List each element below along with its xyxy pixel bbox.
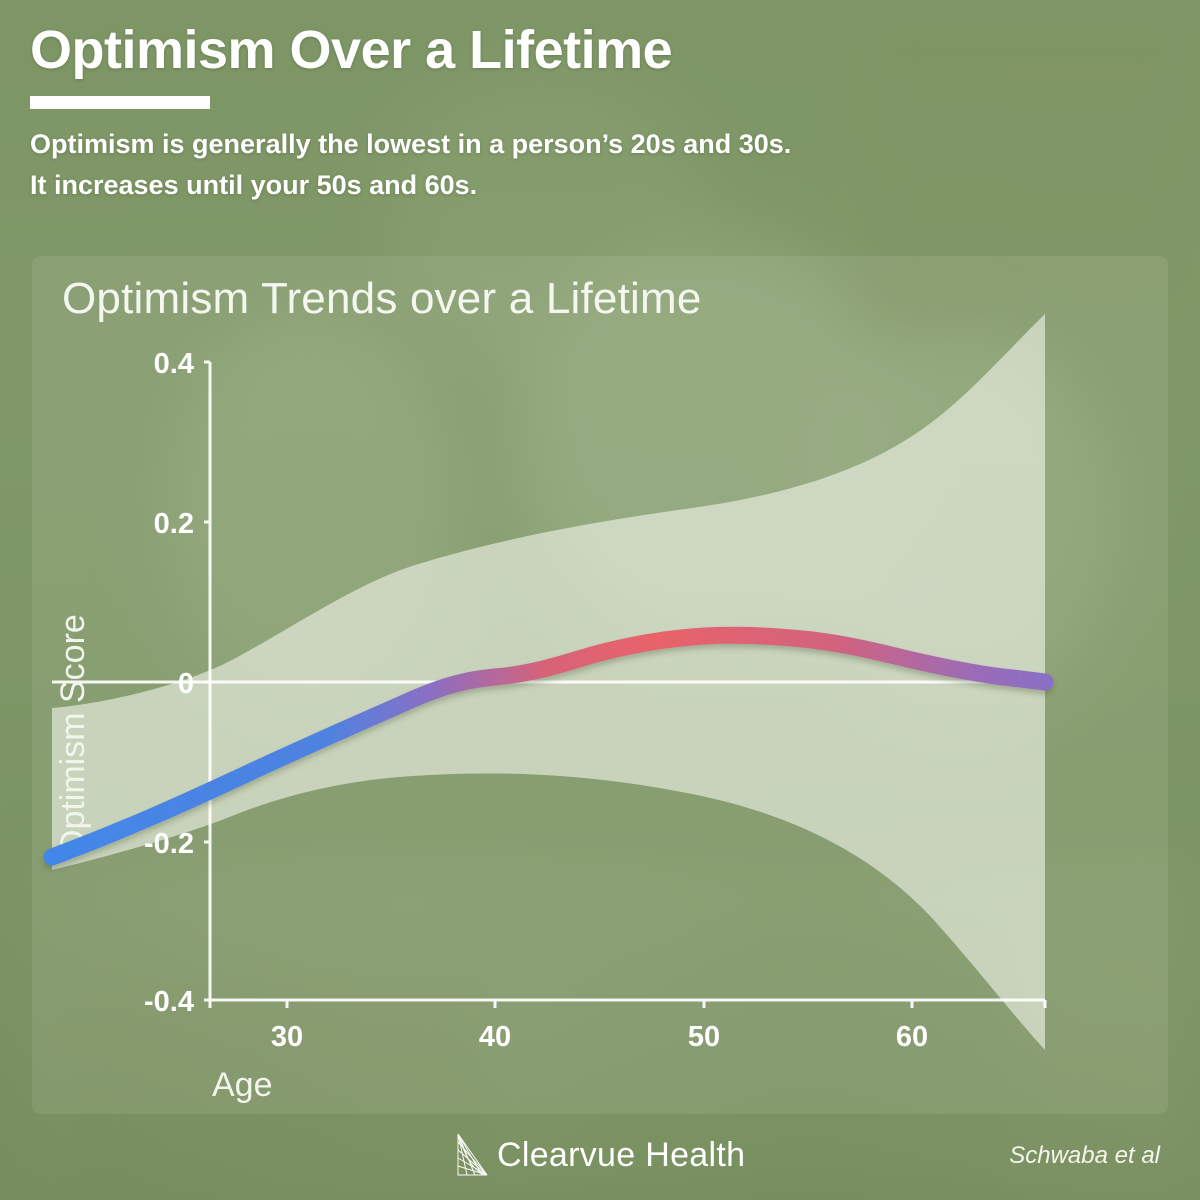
x-axis-title: Age [212, 1066, 273, 1104]
y-tick-label: 0 [178, 668, 194, 700]
y-tick-label: 0.2 [154, 508, 194, 540]
page-title: Optimism Over a Lifetime [30, 20, 673, 80]
subtitle-line-1: Optimism is generally the lowest in a pe… [30, 128, 792, 159]
decay-curve-grid-logo-icon [457, 1133, 488, 1176]
brand: Clearvue Health [455, 1132, 745, 1178]
y-tick-label: 0.4 [154, 348, 194, 380]
x-tick-label: 60 [896, 1021, 928, 1053]
chart-panel: Optimism Trends over a Lifetime [32, 256, 1168, 1114]
y-tick-label: -0.4 [144, 986, 194, 1018]
y-axis-title: Optimism Score [54, 614, 92, 856]
x-tick-label: 40 [479, 1021, 511, 1053]
x-tick-label: 30 [271, 1021, 303, 1053]
subtitle-line-2: It increases until your 50s and 60s. [30, 169, 478, 200]
optimism-line-chart: 0.4 0.2 0 -0.2 -0.4 30 40 50 60 Optimism… [43, 314, 1054, 1104]
attribution-source: Schwaba et al [1009, 1142, 1160, 1169]
footer: Clearvue Health Schwaba et al [0, 1124, 1200, 1200]
y-tick-label: -0.2 [144, 828, 194, 860]
x-axis-spine [208, 998, 1047, 1008]
chart-title: Optimism Trends over a Lifetime [62, 274, 702, 323]
title-underline-rule [30, 95, 210, 109]
y-axis-spine [204, 360, 212, 1002]
header: Optimism Over a Lifetime Optimism is gen… [0, 0, 1200, 206]
brand-name: Clearvue Health [497, 1135, 746, 1174]
subtitle: Optimism is generally the lowest in a pe… [30, 124, 1170, 206]
optimism-trend-line [43, 626, 1054, 866]
x-tick-label: 50 [688, 1021, 720, 1053]
